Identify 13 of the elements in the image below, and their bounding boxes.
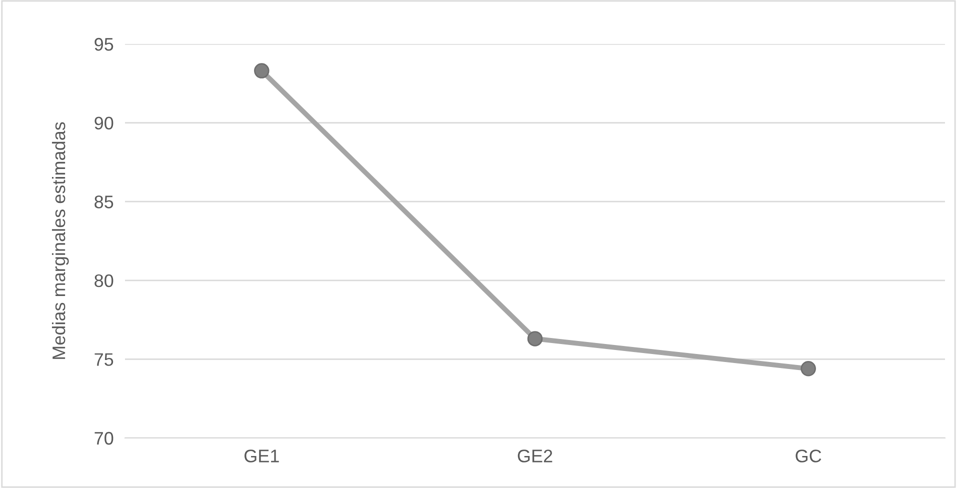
x-tick-label: GC	[796, 450, 822, 462]
y-tick-label: 85	[94, 196, 114, 208]
point	[800, 361, 816, 376]
y-tick-label: 70	[94, 432, 114, 445]
x-tick-label: GE2	[518, 450, 552, 462]
y-tick-label: 90	[94, 116, 114, 130]
y-axis-title: Medias marginales estimadas	[52, 122, 69, 359]
point	[254, 63, 270, 78]
x-tick-label: GE1	[244, 450, 279, 462]
point	[527, 331, 543, 346]
y-tick-label: 95	[94, 38, 114, 51]
y-tick-label: 75	[94, 353, 114, 366]
y-tick-label: 80	[94, 274, 114, 288]
